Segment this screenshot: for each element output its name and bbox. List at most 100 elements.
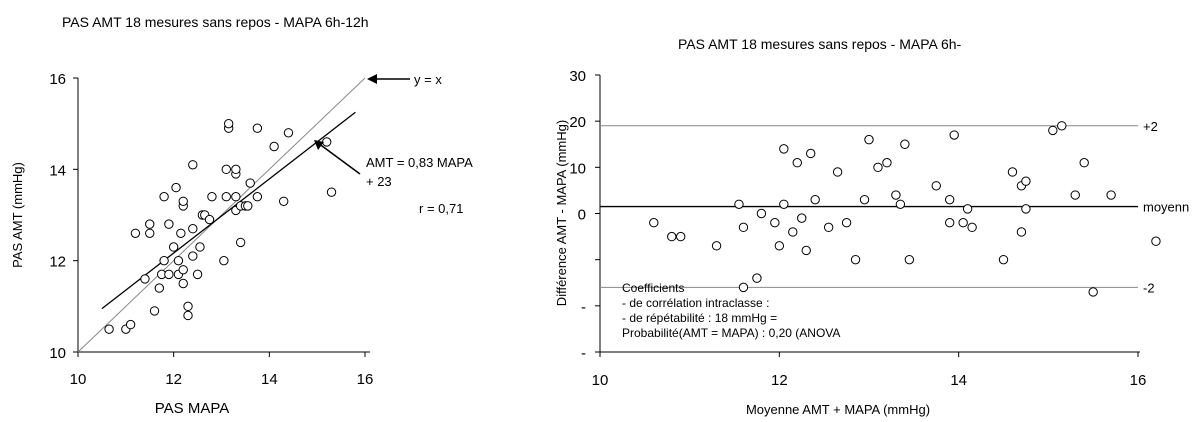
right-data-point bbox=[775, 242, 783, 250]
correlation-label: r = 0,71 bbox=[419, 201, 463, 216]
regression-equation-line1: AMT = 0,83 MAPA bbox=[366, 155, 473, 170]
left-data-point bbox=[222, 165, 230, 173]
identity-label: y = x bbox=[414, 72, 442, 87]
left-data-point bbox=[172, 183, 180, 191]
right-data-point bbox=[677, 232, 685, 240]
left-x-tick-label: 12 bbox=[165, 371, 182, 388]
left-data-point bbox=[184, 311, 192, 319]
left-chart: 10 12 14 16 10 12 14 16 y = x AMT = 0,83 MAPA +… bbox=[10, 71, 473, 417]
left-data-point bbox=[327, 188, 335, 196]
right-data-point bbox=[793, 159, 801, 167]
left-data-point bbox=[160, 193, 168, 201]
right-data-point bbox=[712, 242, 720, 250]
left-data-point bbox=[150, 307, 158, 315]
right-data-point bbox=[753, 274, 761, 282]
left-data-point bbox=[146, 220, 154, 228]
left-y-tick-label: 14 bbox=[49, 162, 66, 179]
right-data-point bbox=[968, 223, 976, 231]
left-points bbox=[105, 119, 336, 333]
right-y-axis-label: Différence AMT - MAPA (mmHg) bbox=[554, 120, 569, 306]
left-data-point bbox=[232, 193, 240, 201]
left-y-tick-label: 16 bbox=[49, 71, 66, 88]
right-y-tick-label: 0 bbox=[578, 207, 586, 224]
right-data-point bbox=[1080, 159, 1088, 167]
left-data-point bbox=[105, 325, 113, 333]
right-data-point bbox=[1022, 205, 1030, 213]
left-data-point bbox=[253, 193, 261, 201]
right-data-point bbox=[650, 219, 658, 227]
right-data-point bbox=[851, 255, 859, 263]
coefficients-line2: - de corrélation intraclasse : bbox=[622, 296, 769, 310]
left-data-point bbox=[189, 252, 197, 260]
right-data-point bbox=[842, 219, 850, 227]
left-data-point bbox=[232, 165, 240, 173]
right-data-point bbox=[932, 182, 940, 190]
left-data-point bbox=[270, 142, 278, 150]
identity-arrowhead bbox=[367, 74, 377, 84]
left-data-point bbox=[179, 197, 187, 205]
left-data-point bbox=[155, 284, 163, 292]
left-data-point bbox=[179, 279, 187, 287]
left-x-tick-label: 10 bbox=[70, 371, 87, 388]
right-data-point bbox=[896, 200, 904, 208]
right-data-point bbox=[946, 219, 954, 227]
left-data-point bbox=[189, 161, 197, 169]
left-data-point bbox=[246, 179, 254, 187]
right-data-point bbox=[811, 195, 819, 203]
left-data-point bbox=[224, 119, 232, 127]
right-data-point bbox=[802, 246, 810, 254]
coefficients-line4: Probabilité(AMT = MAPA) : 0,20 (ANOVA bbox=[622, 326, 840, 340]
right-data-point bbox=[959, 219, 967, 227]
left-data-point bbox=[323, 138, 331, 146]
left-data-point bbox=[222, 193, 230, 201]
right-data-point bbox=[1071, 191, 1079, 199]
right-data-point bbox=[901, 140, 909, 148]
reference-line-label: moyenn bbox=[1143, 200, 1189, 215]
right-data-point bbox=[807, 149, 815, 157]
left-data-point bbox=[205, 215, 213, 223]
left-data-point bbox=[146, 229, 154, 237]
right-data-point bbox=[905, 255, 913, 263]
right-y-tick-label: - bbox=[581, 299, 586, 316]
right-data-point bbox=[874, 163, 882, 171]
right-data-point bbox=[1058, 122, 1066, 130]
left-data-point bbox=[193, 270, 201, 278]
right-data-point bbox=[780, 145, 788, 153]
left-data-point bbox=[131, 229, 139, 237]
right-chart: 10 12 14 163020100-- +2moyenn-2 Coefficient… bbox=[554, 68, 1189, 417]
right-data-point bbox=[739, 223, 747, 231]
left-x-tick-label: 16 bbox=[357, 371, 374, 388]
right-data-point bbox=[757, 209, 765, 217]
left-ticks: 10 12 14 16 10 12 14 16 bbox=[49, 71, 373, 388]
left-data-point bbox=[169, 243, 177, 251]
left-data-point bbox=[177, 229, 185, 237]
left-data-point bbox=[174, 256, 182, 264]
right-data-point bbox=[1089, 288, 1097, 296]
right-data-point bbox=[999, 255, 1007, 263]
left-data-point bbox=[184, 302, 192, 310]
right-data-point bbox=[950, 131, 958, 139]
coefficients-box: Coefficients - de corrélation intraclass… bbox=[622, 281, 840, 340]
left-data-point bbox=[244, 202, 252, 210]
left-x-axis-label: PAS MAPA bbox=[155, 400, 229, 417]
left-y-tick-label: 10 bbox=[49, 345, 66, 362]
left-data-point bbox=[141, 275, 149, 283]
right-reference-lines: +2moyenn-2 bbox=[600, 119, 1189, 296]
right-data-point bbox=[739, 283, 747, 291]
coefficients-line1: Coefficients bbox=[622, 281, 684, 295]
left-data-point bbox=[189, 225, 197, 233]
right-data-point bbox=[865, 135, 873, 143]
left-data-point bbox=[208, 193, 216, 201]
right-x-axis-label: Moyenne AMT + MAPA (mmHg) bbox=[746, 402, 930, 417]
right-x-tick-label: 10 bbox=[592, 372, 609, 389]
right-data-point bbox=[735, 200, 743, 208]
right-ticks: 10 12 14 163020100-- bbox=[569, 68, 1146, 389]
left-data-point bbox=[196, 243, 204, 251]
left-y-axis-label: PAS AMT (mmHg) bbox=[10, 162, 25, 268]
left-data-point bbox=[220, 256, 228, 264]
right-data-point bbox=[771, 219, 779, 227]
left-data-point bbox=[165, 270, 173, 278]
left-data-point bbox=[179, 266, 187, 274]
regression-equation-line2: + 23 bbox=[366, 174, 392, 189]
right-data-point bbox=[824, 223, 832, 231]
